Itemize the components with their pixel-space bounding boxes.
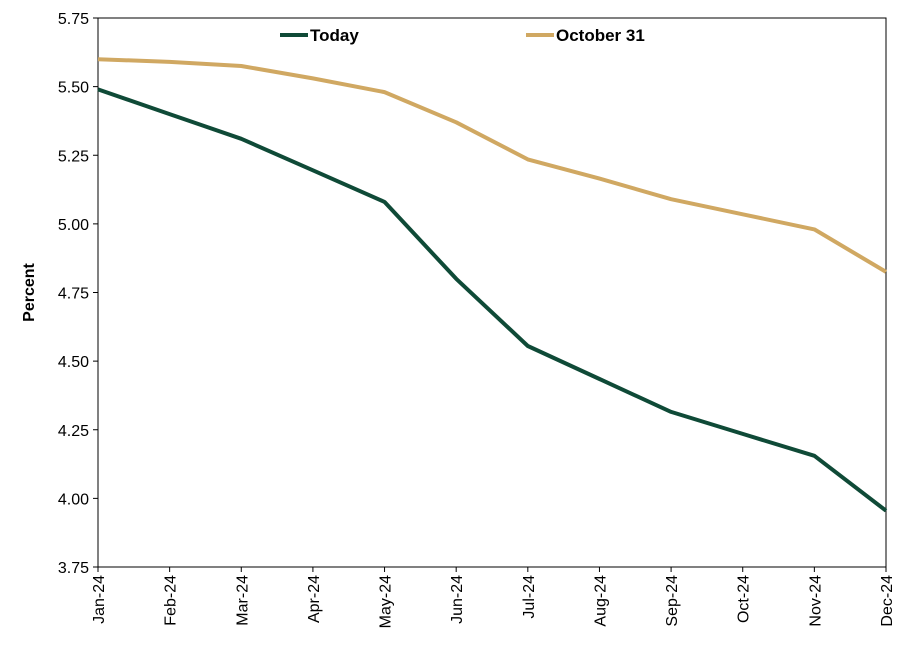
plot-border xyxy=(97,17,887,568)
x-tick-label: Sep-24 xyxy=(664,575,681,627)
y-tick-label: 4.75 xyxy=(58,286,89,303)
x-tick-label: Aug-24 xyxy=(592,575,609,627)
y-tick-label: 5.25 xyxy=(58,148,89,165)
x-axis: Jan-24 Feb-24 Mar-24 Apr-24 May-24 Jun-24 Jul-… xyxy=(91,567,896,628)
y-tick-label: 4.50 xyxy=(58,354,89,371)
x-tick-label: Nov-24 xyxy=(807,575,824,627)
series-lines xyxy=(97,57,888,513)
plot-area xyxy=(97,17,887,568)
y-tick-label: 4.25 xyxy=(58,423,89,440)
y-tick-label: 4.00 xyxy=(58,491,89,508)
x-tick-label: Feb-24 xyxy=(163,575,180,626)
x-tick-label: Jul-24 xyxy=(521,575,538,619)
x-tick-label: Dec-24 xyxy=(879,575,896,627)
x-tick-label: Apr-24 xyxy=(306,575,323,623)
y-tick-label: 5.50 xyxy=(58,80,89,97)
y-tick-label: 3.75 xyxy=(58,560,89,577)
x-tick-label: Oct-24 xyxy=(736,575,753,623)
x-tick-label: Jun-24 xyxy=(449,575,466,624)
series-line-october-31 xyxy=(97,57,888,274)
x-tick-label: Mar-24 xyxy=(234,575,251,626)
x-tick-label: May-24 xyxy=(378,575,395,628)
legend: Today October 31 xyxy=(280,26,645,45)
y-axis-title: Percent xyxy=(21,262,38,321)
y-tick-label: 5.00 xyxy=(58,217,89,234)
legend-label-october-31: October 31 xyxy=(556,26,645,45)
y-axis: 5.75 5.50 5.25 5.00 4.75 4.50 4.25 4.00 3.75 xyxy=(58,11,98,577)
series-line-today xyxy=(97,87,888,513)
legend-label-today: Today xyxy=(310,26,359,45)
x-tick-label: Jan-24 xyxy=(91,575,108,624)
y-tick-label: 5.75 xyxy=(58,11,89,28)
